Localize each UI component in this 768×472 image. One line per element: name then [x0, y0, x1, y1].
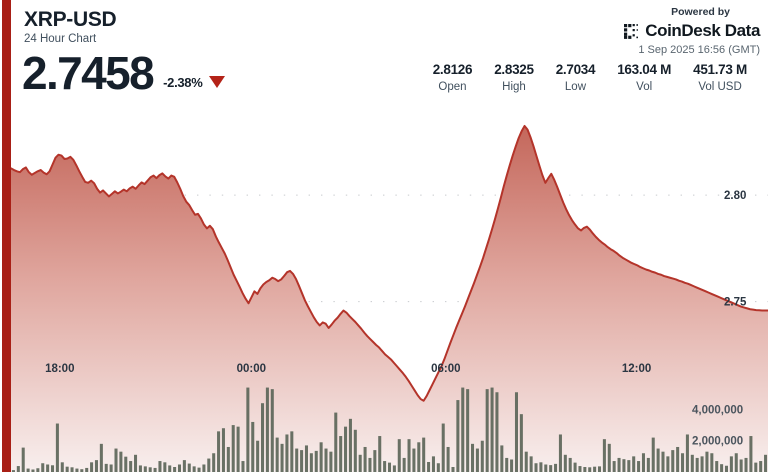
price-volume-chart[interactable]: 2.80 2.75 4,000,000 2,000,000 18:00 00:00 06:0…	[0, 108, 768, 472]
price-axis-tick: 2.80	[724, 190, 746, 202]
chart-axis-labels: 2.80 2.75 4,000,000 2,000,000 18:00 00:00 06:0…	[45, 190, 747, 448]
current-price: 2.7458	[22, 47, 155, 99]
stat-label: Low	[564, 80, 587, 93]
price-change: -2.38%	[163, 74, 225, 90]
stat-value: 2.7034	[555, 62, 596, 77]
symbol-block: XRP-USD 24 Hour Chart	[24, 8, 117, 46]
stats-row: 2.8126 Open 2.8325 High 2.7034 Low 163.0…	[422, 62, 758, 94]
left-accent-bar	[2, 0, 11, 472]
stat-value: 2.8325	[494, 62, 534, 77]
stat-label: Vol USD	[698, 80, 742, 93]
stat-open: 2.8126 Open	[422, 62, 484, 94]
powered-by-label: Powered by	[671, 6, 730, 18]
stat-value: 451.73 M	[693, 62, 747, 77]
triangle-down-icon	[208, 76, 225, 89]
time-axis-tick: 06:00	[431, 363, 460, 375]
chart-subtitle: 24 Hour Chart	[24, 33, 97, 46]
stat-label: Vol	[636, 80, 653, 93]
stat-label: Open	[438, 80, 467, 93]
brand-name: CoinDesk Data	[645, 21, 760, 40]
coindesk-dotted-c-icon	[624, 23, 639, 39]
volume-axis-tick: 2,000,000	[692, 436, 743, 448]
brand-block: Powered by CoinDesk Data	[624, 6, 760, 56]
price-area-fill	[11, 125, 768, 472]
time-axis-tick: 00:00	[237, 363, 266, 375]
stat-value: 2.8126	[432, 62, 473, 77]
time-axis-tick: 18:00	[45, 363, 74, 375]
stat-label: High	[502, 80, 526, 93]
volume-bars	[11, 387, 768, 472]
price-row: 2.7458 -2.38%	[22, 47, 225, 99]
page-title: XRP-USD	[24, 8, 117, 31]
price-line	[10, 124, 768, 402]
volume-axis-tick: 4,000,000	[692, 404, 743, 416]
brand-line[interactable]: CoinDesk Data	[624, 21, 760, 41]
chart-header: XRP-USD 24 Hour Chart 2.7458 -2.38% Powe…	[0, 0, 768, 108]
timestamp: 1 Sep 2025 16:56 (GMT)	[638, 44, 760, 56]
stat-vol-usd: 451.73 M Vol USD	[682, 62, 758, 94]
stat-high: 2.8325 High	[483, 62, 545, 94]
stat-value: 163.04 M	[617, 62, 672, 77]
stat-low: 2.7034 Low	[545, 62, 607, 94]
chart-canvas: 2.80 2.75 4,000,000 2,000,000 18:00 00:00 06:0…	[0, 108, 768, 472]
time-axis-tick: 12:00	[622, 363, 651, 375]
change-percent: -2.38%	[163, 74, 203, 90]
stat-vol: 163.04 M Vol	[606, 62, 682, 94]
price-axis-tick: 2.75	[724, 297, 747, 309]
